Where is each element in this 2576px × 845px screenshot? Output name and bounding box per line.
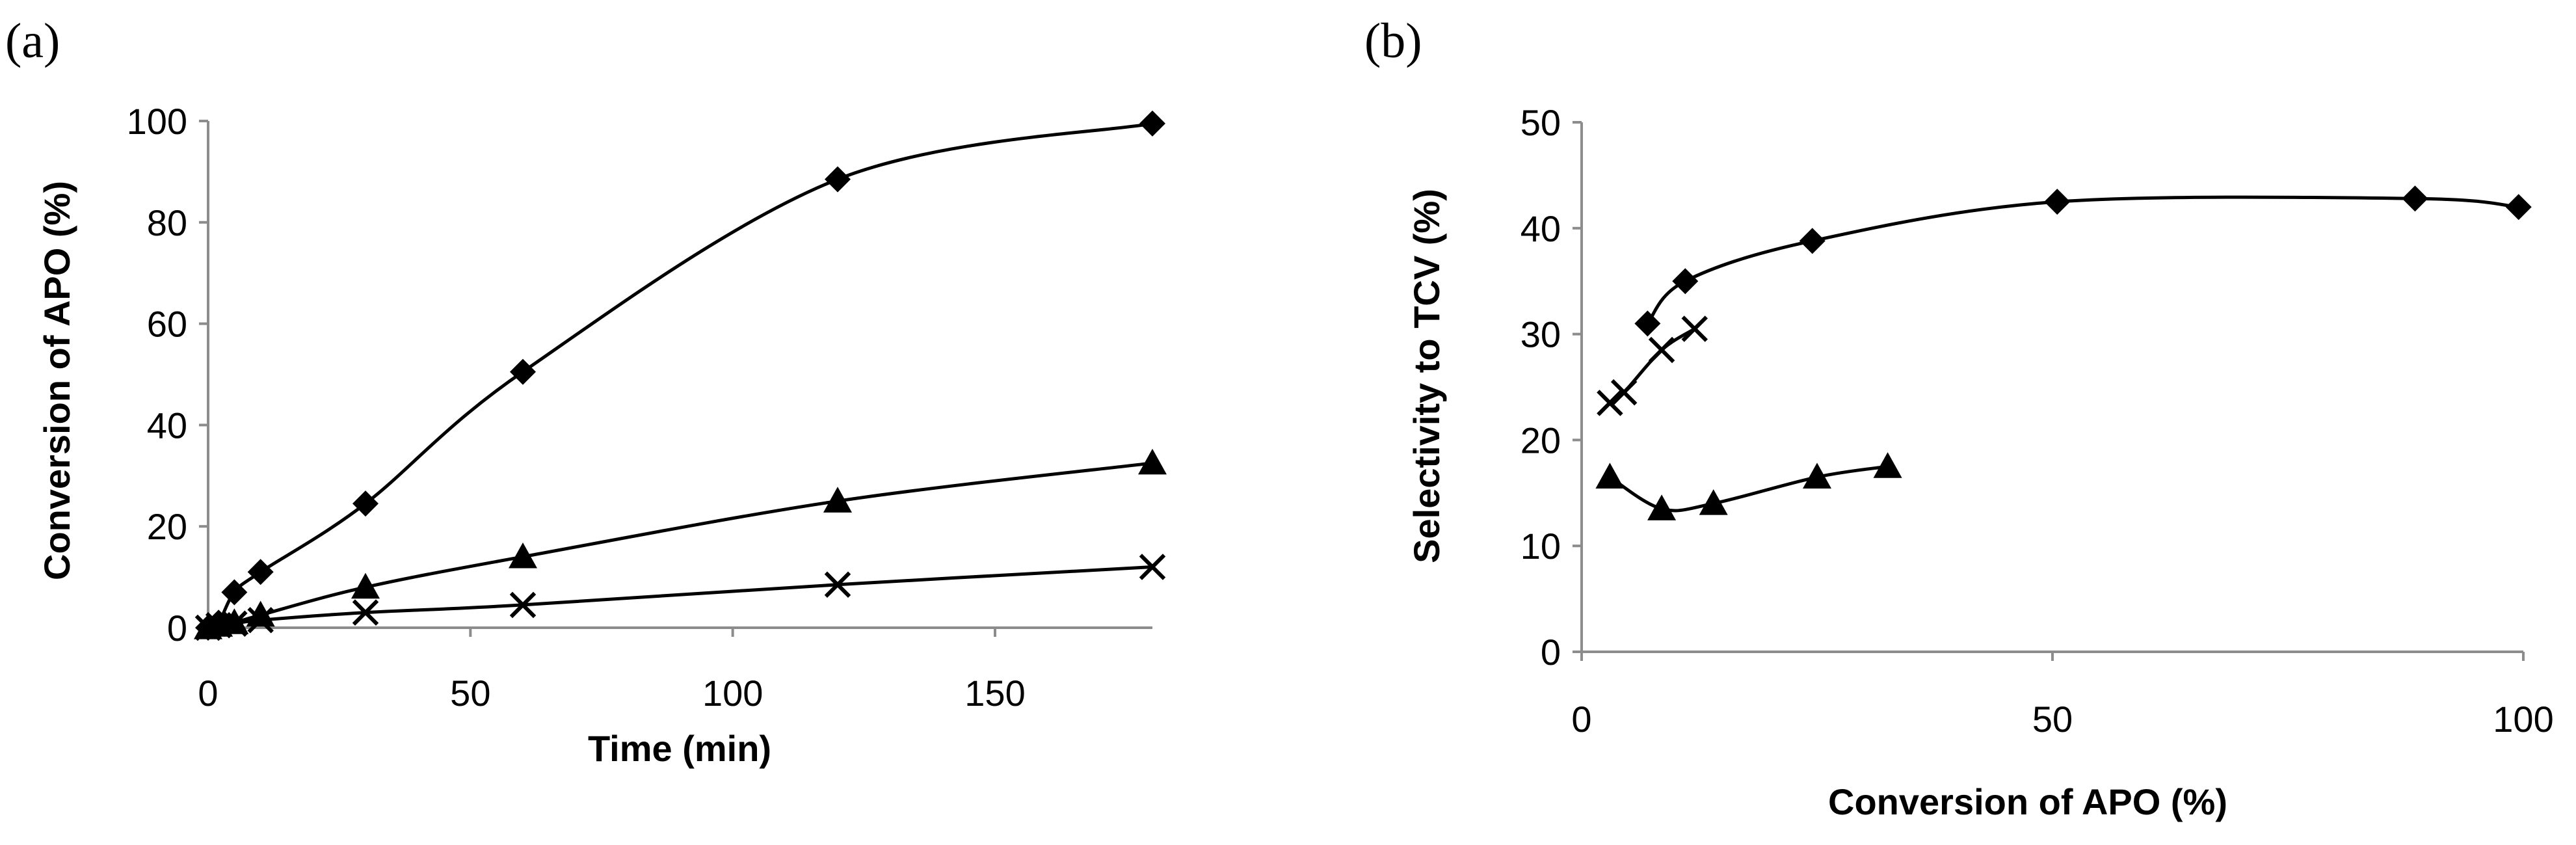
panel-a-y-tick-label: 100 [127,101,187,142]
panel-a-cross-marker [1139,554,1166,580]
panel-b-x-axis-title: Conversion of APO (%) [1828,781,2227,822]
panel-a-y-tick-label: 40 [147,405,187,446]
panel-a-triangle-marker [1138,448,1167,475]
panel-a-cross-marker [221,610,248,637]
panel-b-y-tick-label: 50 [1520,102,1561,143]
panel-b-y-tick-label: 10 [1520,526,1561,567]
panel-a-triangle-marker [509,542,537,569]
panel-b-series-cross [1597,315,1708,416]
panel-a-triangle-curve [206,461,1154,630]
panel-b-diamond-marker [1634,310,1661,337]
panel-a-cross-marker [352,599,379,626]
panel-b-y-tick-label: 30 [1520,314,1561,355]
panel-b-diamond-marker [1672,268,1699,295]
panel-a-x-tick-label: 0 [198,673,218,714]
panel-a-y-tick-label: 80 [147,202,187,243]
panel-b-label: (b) [1364,14,1422,68]
panel-b-x-tick-label: 100 [2493,699,2553,740]
panel-a-diamond-marker [1139,110,1165,137]
panel-b-cross-marker [1648,336,1675,364]
panel-b-cross-marker [1597,390,1623,416]
panel-a-series-diamond [195,110,1165,641]
panel-a-triangle-marker [351,572,380,599]
panel-b-series-diamond [1634,185,2532,337]
panel-a-label: (a) [5,14,60,68]
panel-b-diamond-marker [1799,228,1826,254]
panel-a-x-tick-label: 150 [964,673,1025,714]
panel-b-triangle-marker [1873,452,1902,478]
panel-b-y-axis-title: Selectivity to TCV (%) [1406,189,1447,563]
panel-b-triangle-marker [1803,463,1831,489]
panel-a-y-tick-label: 60 [147,304,187,345]
panel-a-diamond-marker [352,490,378,517]
panel-b-diamond-curve [1645,195,2521,325]
panel-a-x-axis-title: Time (min) [588,728,771,769]
panel-a-cross-curve [206,565,1154,630]
panel-b-x-tick-label: 50 [2032,699,2073,740]
panel-a-diamond-marker [247,559,274,585]
panel-b-triangle-marker [1595,463,1625,489]
panel-a-diamond-curve [206,122,1154,630]
panel-a-triangle-marker [823,487,852,513]
panel-b-y-tick-label: 20 [1520,420,1561,461]
panel-a-y-tick-label: 0 [167,608,187,649]
panel-a-series-cross [194,554,1166,641]
panel-a-cross-marker [509,591,537,619]
panel-b-triangle-curve [1608,464,1890,513]
panel-b-cross-marker [1610,379,1638,406]
panel-a-cross-marker [247,607,274,634]
panel-b-x-tick-label: 0 [1571,699,1591,740]
panel-b-triangle-marker [1699,489,1728,515]
panel-b-diamond-marker [2505,194,2532,221]
panel-a-chart: (a) Time (min) Conversion of APO (%) 0 20… [5,14,1167,769]
panel-b-cross-marker [1681,315,1708,342]
panel-b-y-tick-label: 40 [1520,208,1561,249]
panel-b-diamond-marker [2044,189,2071,215]
panel-b-triangle-marker [1647,494,1677,520]
panel-a-diamond-marker [221,579,248,606]
panel-b-diamond-marker [2402,185,2428,212]
panel-a-y-axis-title: Conversion of APO (%) [36,181,77,580]
panel-b-y-tick-label: 0 [1541,632,1561,673]
panel-a-x-tick-label: 100 [702,673,763,714]
panel-a-x-tick-label: 50 [450,673,490,714]
panel-a-cross-marker [824,571,851,598]
panel-a-series-triangle [194,448,1167,639]
panel-a-diamond-marker [510,358,536,385]
panel-a-y-tick-label: 20 [147,506,187,547]
panel-b-series-triangle [1595,452,1902,520]
panel-b-chart: (b) Conversion of APO (%) Selectivity to… [1364,14,2554,822]
panel-a-diamond-marker [825,166,851,193]
